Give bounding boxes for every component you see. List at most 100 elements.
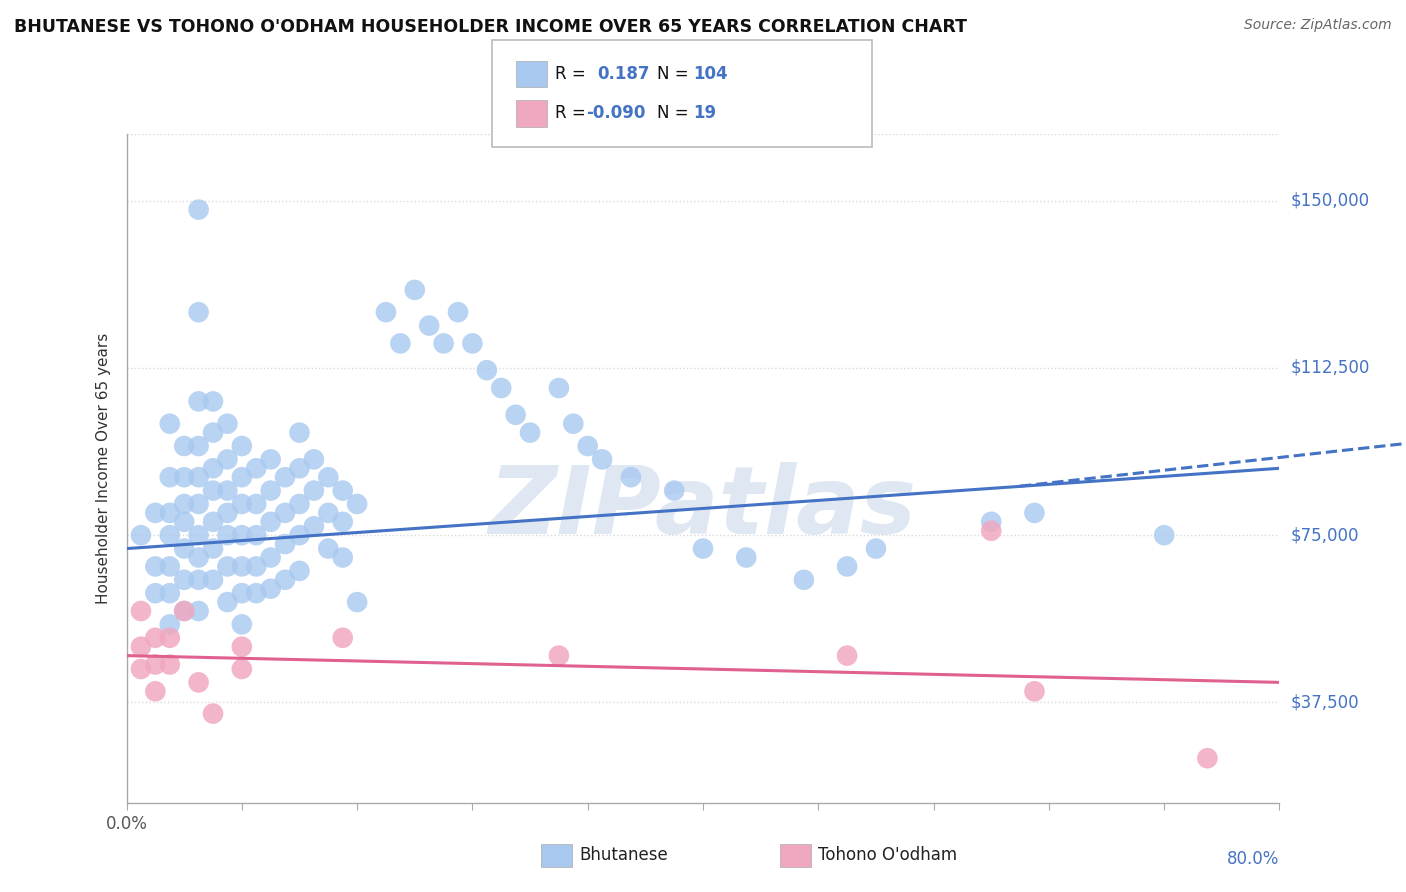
Point <box>591 452 613 467</box>
Point <box>217 506 239 520</box>
Point <box>1024 506 1046 520</box>
Point <box>159 617 181 632</box>
Point <box>187 439 209 453</box>
Point <box>231 470 253 484</box>
Point <box>318 541 340 556</box>
Point <box>187 497 209 511</box>
Point <box>548 381 571 395</box>
Text: ZIPatlas: ZIPatlas <box>489 462 917 555</box>
Text: R =: R = <box>555 65 592 83</box>
Point <box>865 541 887 556</box>
Point <box>187 202 209 217</box>
Point <box>202 541 225 556</box>
Point <box>620 470 643 484</box>
Text: 104: 104 <box>693 65 728 83</box>
Point <box>274 506 297 520</box>
Point <box>259 452 281 467</box>
Point <box>980 524 1002 538</box>
Text: BHUTANESE VS TOHONO O'ODHAM HOUSEHOLDER INCOME OVER 65 YEARS CORRELATION CHART: BHUTANESE VS TOHONO O'ODHAM HOUSEHOLDER … <box>14 18 967 36</box>
Point <box>187 550 209 565</box>
Text: 80.0%: 80.0% <box>1227 849 1279 868</box>
Point <box>231 528 253 542</box>
Point <box>374 305 398 319</box>
Point <box>173 497 195 511</box>
Point <box>288 425 311 440</box>
Text: $75,000: $75,000 <box>1291 526 1360 544</box>
Point <box>447 305 470 319</box>
Point <box>433 336 456 351</box>
Point <box>145 657 166 672</box>
Text: Tohono O'odham: Tohono O'odham <box>818 847 957 864</box>
Point <box>129 528 152 542</box>
Text: N =: N = <box>657 104 693 122</box>
Point <box>664 483 686 498</box>
Point <box>302 519 325 533</box>
Point <box>576 439 599 453</box>
Point <box>245 528 267 542</box>
Point <box>259 582 281 596</box>
Point <box>735 550 758 565</box>
Point <box>692 541 714 556</box>
Point <box>318 470 340 484</box>
Point <box>489 381 512 395</box>
Point <box>274 573 297 587</box>
Point <box>145 506 166 520</box>
Point <box>159 506 181 520</box>
Point <box>835 559 858 574</box>
Point <box>1197 751 1219 765</box>
Point <box>346 595 368 609</box>
Point <box>159 528 181 542</box>
Point <box>318 506 340 520</box>
Text: 0.187: 0.187 <box>598 65 650 83</box>
Point <box>332 515 354 529</box>
Point <box>288 461 311 475</box>
Point <box>245 497 267 511</box>
Point <box>562 417 585 431</box>
Text: Bhutanese: Bhutanese <box>579 847 668 864</box>
Point <box>173 470 195 484</box>
Y-axis label: Householder Income Over 65 years: Householder Income Over 65 years <box>96 333 111 604</box>
Point <box>1153 528 1175 542</box>
Point <box>145 684 166 698</box>
Text: $150,000: $150,000 <box>1291 192 1369 210</box>
Point <box>187 528 209 542</box>
Point <box>404 283 426 297</box>
Point <box>217 483 239 498</box>
Point <box>418 318 440 333</box>
Point <box>332 483 354 498</box>
Point <box>159 559 181 574</box>
Point <box>202 706 225 721</box>
Point <box>202 425 225 440</box>
Text: -0.090: -0.090 <box>586 104 645 122</box>
Point <box>475 363 498 377</box>
Text: Source: ZipAtlas.com: Source: ZipAtlas.com <box>1244 18 1392 32</box>
Point <box>288 564 311 578</box>
Point <box>835 648 858 663</box>
Text: $37,500: $37,500 <box>1291 693 1360 712</box>
Point <box>389 336 412 351</box>
Point <box>259 550 281 565</box>
Point <box>245 586 267 600</box>
Point <box>519 425 541 440</box>
Text: R =: R = <box>555 104 592 122</box>
Point <box>332 550 354 565</box>
Point <box>159 657 181 672</box>
Point <box>217 452 239 467</box>
Point <box>173 604 195 618</box>
Point <box>187 394 209 409</box>
Point <box>288 528 311 542</box>
Point <box>159 631 181 645</box>
Point <box>231 439 253 453</box>
Point <box>217 595 239 609</box>
Point <box>217 559 239 574</box>
Point <box>129 662 152 676</box>
Point <box>187 604 209 618</box>
Text: 19: 19 <box>693 104 716 122</box>
Point <box>129 604 152 618</box>
Point <box>173 515 195 529</box>
Point <box>217 417 239 431</box>
Point <box>1024 684 1046 698</box>
Point <box>548 648 571 663</box>
Point <box>173 541 195 556</box>
Point <box>187 470 209 484</box>
